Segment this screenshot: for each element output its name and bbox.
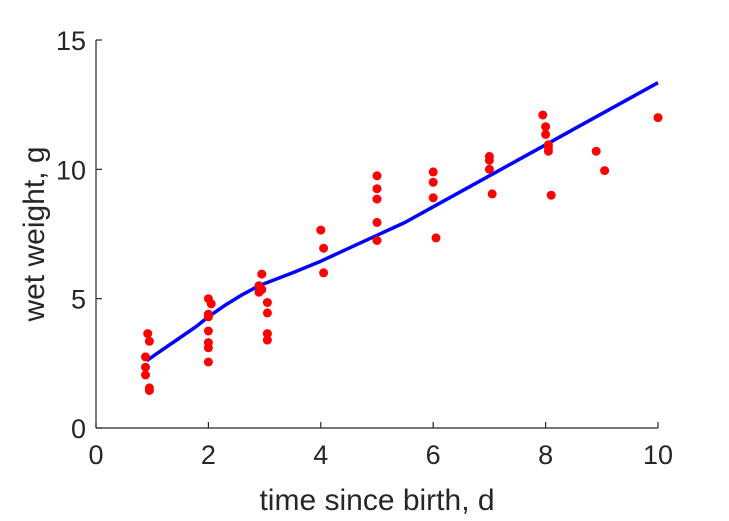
- y-tick-label: 0: [71, 414, 86, 444]
- data-point: [262, 329, 272, 339]
- data-point: [203, 343, 213, 353]
- data-point: [600, 166, 610, 176]
- data-point: [206, 299, 216, 309]
- y-tick-label: 10: [56, 155, 86, 185]
- data-point: [254, 287, 264, 297]
- data-point: [428, 193, 438, 203]
- data-point: [372, 171, 382, 181]
- fit-curve: [145, 81, 659, 363]
- data-point: [372, 194, 382, 204]
- y-axis-label: wet weight, g: [18, 146, 51, 322]
- data-point: [484, 155, 494, 165]
- y-tick-label: 5: [71, 285, 86, 315]
- data-point: [141, 352, 150, 362]
- data-point: [543, 146, 553, 156]
- data-point: [541, 122, 551, 132]
- data-point: [143, 329, 153, 339]
- data-point: [372, 184, 382, 194]
- data-point: [484, 164, 494, 174]
- data-point: [428, 177, 438, 187]
- data-point: [319, 268, 329, 278]
- data-point: [487, 189, 497, 199]
- data-point: [591, 146, 601, 156]
- data-point: [144, 386, 154, 395]
- x-tick-label: 0: [88, 440, 103, 470]
- data-point: [203, 357, 213, 367]
- x-tick-label: 2: [201, 440, 216, 470]
- x-tick-label: 8: [538, 440, 553, 470]
- data-point: [428, 167, 438, 177]
- data-point: [541, 129, 551, 139]
- data-point: [144, 336, 154, 346]
- data-point: [262, 298, 272, 307]
- data-points-layer: [141, 110, 663, 395]
- data-point: [262, 335, 272, 345]
- tick-labels: 0 2 4 6 8 10 0 5 10 15: [56, 26, 673, 470]
- data-point: [372, 217, 382, 227]
- data-point: [372, 236, 382, 245]
- y-tick-label: 15: [56, 26, 86, 56]
- data-point: [653, 113, 663, 123]
- data-point: [431, 233, 441, 243]
- data-point: [203, 312, 213, 322]
- data-point: [316, 225, 326, 235]
- data-point: [262, 308, 272, 318]
- data-point: [257, 269, 267, 279]
- data-point: [141, 362, 150, 372]
- data-point: [141, 370, 150, 380]
- axes: [95, 39, 659, 429]
- x-axis-label: time since birth, d: [259, 484, 494, 517]
- data-point: [203, 326, 213, 336]
- data-point: [319, 243, 329, 253]
- x-tick-label: 6: [426, 440, 441, 470]
- data-point: [546, 190, 556, 200]
- x-tick-label: 4: [313, 440, 328, 470]
- fit-curve-layer: [145, 81, 659, 363]
- x-tick-label: 10: [643, 440, 673, 470]
- data-point: [538, 110, 548, 120]
